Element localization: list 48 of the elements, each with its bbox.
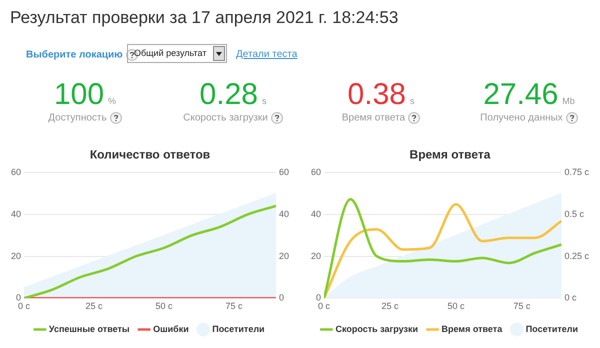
text: % bbox=[108, 96, 116, 106]
y2-tick-label: 0 bbox=[278, 292, 284, 303]
y-tick-label: 40 bbox=[10, 208, 22, 219]
y2-tick-label: 0 с bbox=[564, 292, 577, 303]
text: 0.28 bbox=[200, 78, 258, 111]
text: Детали теста bbox=[236, 49, 298, 60]
y-tick-label: 40 bbox=[310, 208, 322, 219]
x-tick-label: 50 с bbox=[155, 301, 173, 312]
x-tick-label: 0 с bbox=[318, 301, 331, 312]
text: s bbox=[410, 96, 414, 106]
legend-label: Успешные ответы bbox=[48, 324, 130, 334]
category-label: Доступность bbox=[47, 112, 108, 124]
text: Результат проверки за 17 апреля 2021 г. 18:24:53 bbox=[10, 8, 398, 28]
x-tick-label: 25 с bbox=[85, 301, 104, 312]
legend-label: Ошибки bbox=[153, 324, 189, 334]
y2-tick-label: 60 bbox=[278, 166, 290, 177]
y2-tick-label: 40 bbox=[278, 208, 290, 219]
legend-label: Посетители bbox=[526, 324, 578, 334]
category-label: Скорость загрузки bbox=[182, 112, 269, 124]
y-tick-label: 20 bbox=[310, 250, 322, 261]
category-label: Получено данных bbox=[479, 112, 564, 124]
text: s bbox=[262, 96, 266, 106]
legend-label: Посетители bbox=[212, 324, 265, 334]
x-tick-label: 50 с bbox=[447, 301, 465, 312]
x-tick-label: 0 с bbox=[18, 301, 31, 312]
y2-tick-label: 20 bbox=[278, 250, 290, 261]
text: Общий результат bbox=[127, 44, 227, 63]
y2-tick-label: 0.25 с bbox=[564, 250, 590, 261]
category-label: Время ответа bbox=[340, 112, 406, 124]
y-tick-label: 0 bbox=[16, 292, 22, 303]
y2-tick-label: 0.5 с bbox=[564, 208, 584, 219]
y-tick-label: 0 bbox=[316, 292, 322, 303]
y-tick-label: 60 bbox=[10, 166, 22, 177]
x-tick-label: 75 с bbox=[513, 301, 531, 312]
x-tick-label: 75 с bbox=[225, 301, 243, 312]
text: 100 bbox=[54, 78, 104, 111]
x-tick-label: 25 с bbox=[381, 301, 399, 312]
text: Mb bbox=[562, 96, 575, 106]
y-tick-label: 60 bbox=[310, 166, 322, 177]
y2-tick-label: 0.75 с bbox=[564, 166, 590, 177]
text: 0.38 bbox=[348, 78, 406, 111]
legend-label: Скорость загрузки bbox=[335, 324, 418, 334]
chart-title: Количество ответов bbox=[90, 148, 210, 162]
chart-title: Время ответа bbox=[410, 148, 491, 162]
y-tick-label: 20 bbox=[10, 250, 22, 261]
text: Выберите локацию bbox=[26, 50, 123, 61]
legend-label: Время ответа bbox=[442, 324, 504, 334]
text: 27.46 bbox=[483, 78, 558, 111]
